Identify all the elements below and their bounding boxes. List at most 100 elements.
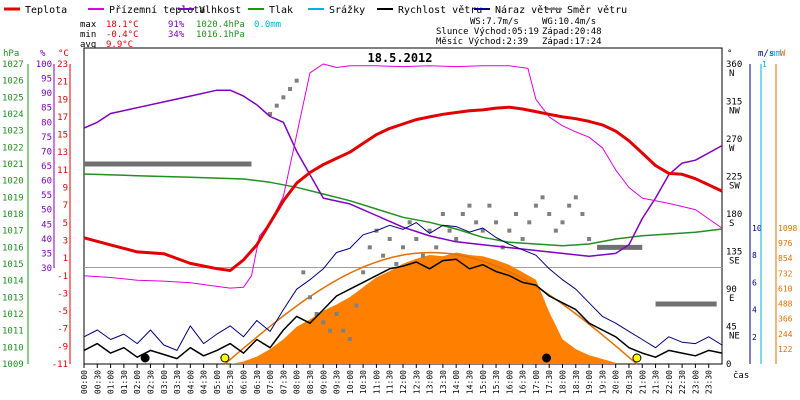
series-line-rychlost-větru bbox=[83, 258, 723, 360]
tick-hpa: 1024 bbox=[2, 110, 24, 120]
x-tick-label: 10:30 bbox=[359, 370, 368, 394]
x-tick-label: 04:00 bbox=[186, 370, 195, 394]
tick-pct: 45 bbox=[41, 220, 52, 230]
x-tick-label: 16:30 bbox=[519, 370, 528, 394]
stat-rain: 0.0mm bbox=[254, 20, 281, 30]
x-tick-label: 12:00 bbox=[399, 370, 408, 394]
tick-w: 244 bbox=[778, 330, 793, 339]
x-tick-label: 01:00 bbox=[107, 370, 116, 394]
axis-label-w: W bbox=[780, 49, 786, 59]
wind-direction-point bbox=[573, 195, 578, 200]
tick-hpa: 1014 bbox=[2, 277, 24, 287]
x-tick-label: 22:30 bbox=[678, 370, 687, 394]
x-tick-label: 18:00 bbox=[559, 370, 568, 394]
tick-w: 610 bbox=[778, 284, 793, 293]
series-line-vlhkost bbox=[83, 89, 723, 258]
series-line-teplota bbox=[83, 105, 723, 272]
tick-dir: 0 bbox=[726, 360, 731, 370]
x-tick-label: 05:30 bbox=[226, 370, 235, 394]
stat-label: min bbox=[80, 30, 96, 40]
tick-degc: 3 bbox=[63, 236, 68, 246]
wind-direction-point bbox=[560, 220, 565, 225]
tick-dir-name: SW bbox=[729, 182, 740, 192]
x-tick-label: 19:30 bbox=[598, 370, 607, 394]
wind-direction-point bbox=[334, 312, 339, 316]
tick-degc: 7 bbox=[63, 201, 68, 211]
x-tick-label: 02:30 bbox=[146, 370, 155, 394]
legend-label: Přízemní teplota bbox=[109, 4, 205, 16]
wind-direction-point bbox=[507, 228, 512, 233]
tick-degc: 17 bbox=[57, 113, 68, 123]
wind-direction-point bbox=[580, 212, 585, 216]
wind-direction-point bbox=[307, 295, 312, 300]
tick-degc: -11 bbox=[52, 360, 68, 370]
series-line-náraz-větru bbox=[83, 222, 723, 351]
tick-pct: 60 bbox=[41, 177, 52, 187]
x-tick-label: 13:00 bbox=[426, 370, 435, 394]
tick-degc: 9 bbox=[63, 184, 68, 194]
tick-pct: 85 bbox=[41, 104, 52, 114]
x-tick-label: 05:00 bbox=[213, 370, 222, 394]
wind-direction-point bbox=[533, 203, 538, 208]
x-tick-label: 23:30 bbox=[705, 370, 714, 394]
axis-label-dir: ° bbox=[727, 49, 732, 59]
wind-direction-point bbox=[301, 270, 306, 275]
stats-panel: max 18.1°C 91% 1020.4hPa 0.0mm min -0.4°C 34% 10… bbox=[80, 17, 602, 50]
tick-w: 1098 bbox=[778, 224, 797, 233]
wind-direction-point bbox=[407, 220, 412, 225]
x-tick-label: 13:30 bbox=[439, 370, 448, 394]
tick-degc: 5 bbox=[63, 219, 68, 229]
x-tick-label: 00:30 bbox=[93, 370, 102, 394]
stat-press: 1016.1hPa bbox=[196, 30, 245, 40]
chart-title: 18.5.2012 bbox=[367, 51, 432, 65]
wind-direction-point bbox=[414, 237, 419, 241]
wind-direction-point bbox=[281, 95, 286, 100]
wind-direction-point bbox=[440, 212, 445, 216]
stat-sunrise: Slunce Východ:05:19 bbox=[436, 27, 539, 37]
wind-direction-point bbox=[394, 262, 399, 266]
wind-direction-point bbox=[487, 203, 492, 208]
x-tick-label: 09:30 bbox=[333, 370, 342, 394]
wind-direction-point bbox=[341, 328, 346, 333]
wind-direction-point bbox=[427, 228, 432, 233]
marker-moonset bbox=[542, 353, 552, 363]
wind-direction-point bbox=[347, 337, 352, 341]
wind-direction-point bbox=[387, 237, 392, 241]
tick-pct: 80 bbox=[41, 118, 52, 128]
tick-degc: 21 bbox=[57, 78, 68, 88]
marker-sunset bbox=[632, 353, 642, 363]
tick-pct: 75 bbox=[41, 133, 52, 143]
wind-direction-point bbox=[527, 220, 532, 225]
tick-dir: 315 bbox=[726, 98, 742, 108]
tick-hpa: 1027 bbox=[2, 60, 24, 70]
stat-hum: 91% bbox=[168, 20, 185, 30]
x-tick-label: 14:30 bbox=[465, 370, 474, 394]
stat-press: 1020.4hPa bbox=[196, 20, 245, 30]
x-tick-label: 21:30 bbox=[652, 370, 661, 394]
tick-pct: 95 bbox=[41, 75, 52, 85]
x-axis-label: čas bbox=[733, 370, 749, 381]
wind-direction-point bbox=[567, 203, 572, 208]
tick-hpa: 1011 bbox=[2, 327, 24, 337]
wind-direction-point bbox=[321, 320, 326, 325]
tick-hpa: 1009 bbox=[2, 360, 24, 370]
x-tick-label: 02:00 bbox=[133, 370, 142, 394]
x-tick-label: 15:00 bbox=[479, 370, 488, 394]
tick-hpa: 1020 bbox=[2, 177, 24, 187]
x-tick-label: 03:30 bbox=[173, 370, 182, 394]
x-tick-label: 14:00 bbox=[452, 370, 461, 394]
tick-w: 854 bbox=[778, 254, 793, 263]
stat-wg: WG:10.4m/s bbox=[542, 17, 596, 27]
tick-pct: 55 bbox=[41, 191, 52, 201]
legend-label: Teplota bbox=[25, 5, 67, 16]
tick-pct: 50 bbox=[41, 206, 52, 216]
x-tick-label: 09:00 bbox=[319, 370, 328, 394]
wind-direction-point bbox=[288, 87, 293, 91]
axis-label-hpa: hPa bbox=[3, 49, 19, 59]
tick-hpa: 1016 bbox=[2, 243, 24, 253]
stat-temp: 9.9°C bbox=[106, 40, 133, 50]
axis-label-degc: °C bbox=[58, 49, 69, 59]
marker-sunrise bbox=[220, 353, 230, 363]
